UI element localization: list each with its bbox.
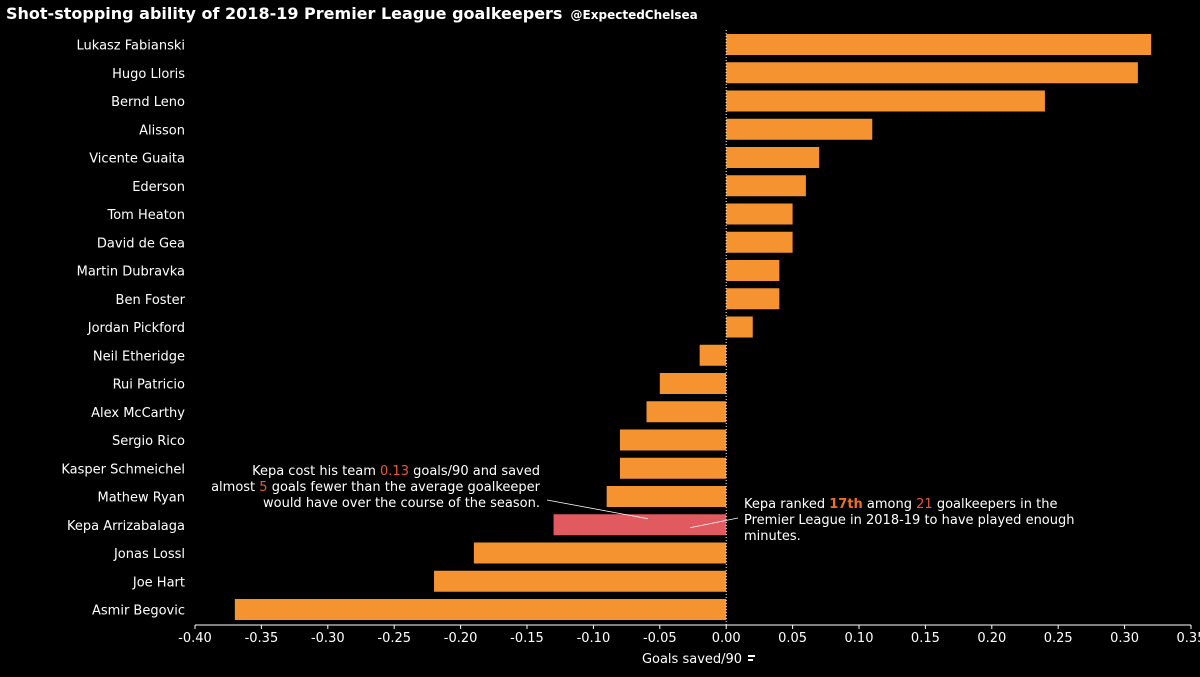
y-tick-label: Bernd Leno [111,95,185,110]
bar-neil-etheridge [699,344,727,366]
x-tick-label: -0.40 [178,631,212,646]
annotation-right: Kepa ranked 17th among 21 goalkeepers in… [744,497,1104,545]
x-tick-label: 0.15 [911,631,940,646]
chart-title: Shot-stopping ability of 2018-19 Premier… [6,4,563,23]
x-tick-label: 0.25 [1044,631,1073,646]
menu-icon [748,655,755,657]
y-tick-label: Asmir Begovic [92,604,185,619]
x-tick-label: 0.30 [1110,631,1139,646]
bar-vicente-guaita [726,147,820,168]
y-tick-label: Neil Etheridge [93,349,185,364]
bar-jordan-pickford [726,316,753,338]
y-tick-label: Tom Heaton [106,208,185,223]
y-tick-label: Jordan Pickford [87,321,185,336]
bar-kepa-arrizabalaga [553,514,727,536]
bar-rui-patricio [659,373,727,394]
bar-jonas-lossl [473,542,727,564]
y-tick-label: Alex McCarthy [91,406,185,421]
x-tick-label: 0.05 [778,631,807,646]
annotation-left-text-2: goals/90 and saved almost [211,464,540,495]
x-tick-label: 0.10 [845,631,874,646]
y-tick-label: Hugo Lloris [112,67,185,82]
bar-lukasz-fabianski [726,34,1152,55]
annotation-left-goals-fewer: 5 [259,480,268,495]
author-handle: @ExpectedChelsea [570,8,698,22]
x-tick-label: -0.35 [245,631,279,646]
annotation-right-text-3: goalkeepers in the Premier League in 201… [744,497,1075,544]
y-tick-label: Jonas Lossl [113,547,185,562]
y-tick-label: Kasper Schmeichel [61,462,185,477]
y-tick-label: Kepa Arrizabalaga [67,519,185,534]
x-tick-label: -0.25 [377,631,411,646]
y-tick-label: Alisson [139,123,185,138]
bar-sergio-rico [619,429,727,451]
x-tick-label: 0.00 [712,631,741,646]
bar-david-de-gea [726,231,793,253]
chart-title-block: Shot-stopping ability of 2018-19 Premier… [6,4,698,23]
x-tick-label: 0.20 [977,631,1006,646]
x-tick-label: -0.20 [444,631,478,646]
bar-asmir-begovic [234,599,727,620]
y-tick-label: Lukasz Fabianski [77,39,185,54]
annotation-right-text-2: among [862,497,917,512]
bar-alisson [726,118,873,140]
x-tick-label: -0.05 [643,631,677,646]
y-tick-label: Rui Patricio [113,378,185,393]
y-tick-label: Martin Dubravka [77,265,185,280]
y-tick-label: Vicente Guaita [89,152,185,167]
menu-icon [748,659,753,661]
x-axis-label: Goals saved/90 [642,652,742,667]
annotation-left-pointer [546,499,649,520]
y-tick-label: Joe Hart [132,575,185,590]
annotation-right-pointer [689,517,739,529]
annotation-right-rank: 17th [829,497,863,512]
bar-kasper-schmeichel [619,457,727,479]
annotation-left-text-1: Kepa cost his team [252,464,381,479]
annotation-left-goals-per-90: 0.13 [380,464,409,479]
x-tick-label: -0.15 [510,631,544,646]
bar-martin-dubravka [726,260,780,281]
annotation-left-text-3: goals fewer than the average goalkeeper … [263,480,540,511]
bar-joe-hart [434,570,727,592]
x-tick-label: 0.35 [1177,631,1200,646]
bar-mathew-ryan [606,486,727,507]
y-tick-label: Ben Foster [116,293,186,308]
y-tick-label: Mathew Ryan [97,491,185,506]
annotation-right-text-1: Kepa ranked [744,497,830,512]
y-tick-label: Ederson [132,180,185,195]
bar-bernd-leno [726,90,1045,112]
y-tick-label: Sergio Rico [112,434,185,449]
annotation-left: Kepa cost his team 0.13 goals/90 and sav… [210,464,540,512]
annotation-right-count: 21 [916,497,933,512]
bar-hugo-lloris [726,62,1138,84]
bar-tom-heaton [726,203,793,225]
bar-ben-foster [726,288,780,310]
x-tick-label: -0.10 [577,631,611,646]
bar-alex-mccarthy [646,401,727,423]
x-tick-label: -0.30 [311,631,345,646]
bar-ederson [726,175,806,197]
y-tick-label: David de Gea [97,236,185,251]
